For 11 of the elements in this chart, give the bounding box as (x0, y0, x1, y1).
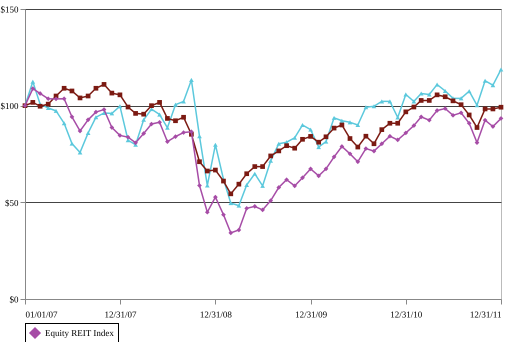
x-tick-label: 12/31/09 (295, 310, 328, 320)
y-tick-label: $150 (0, 4, 19, 14)
y-tick-label: $100 (0, 101, 19, 112)
x-tick-label: 12/31/08 (200, 310, 232, 320)
x-tick-label: 12/31/11 (470, 310, 502, 320)
y-tick-label: $50 (5, 198, 19, 208)
y-tick-label: $0 (10, 294, 19, 304)
x-tick-label: 01/01/07 (26, 310, 58, 320)
legend-label: Equity REIT Index (45, 328, 114, 338)
x-tick-label: 12/31/07 (104, 310, 137, 320)
x-tick-label: 12/31/10 (390, 310, 423, 320)
